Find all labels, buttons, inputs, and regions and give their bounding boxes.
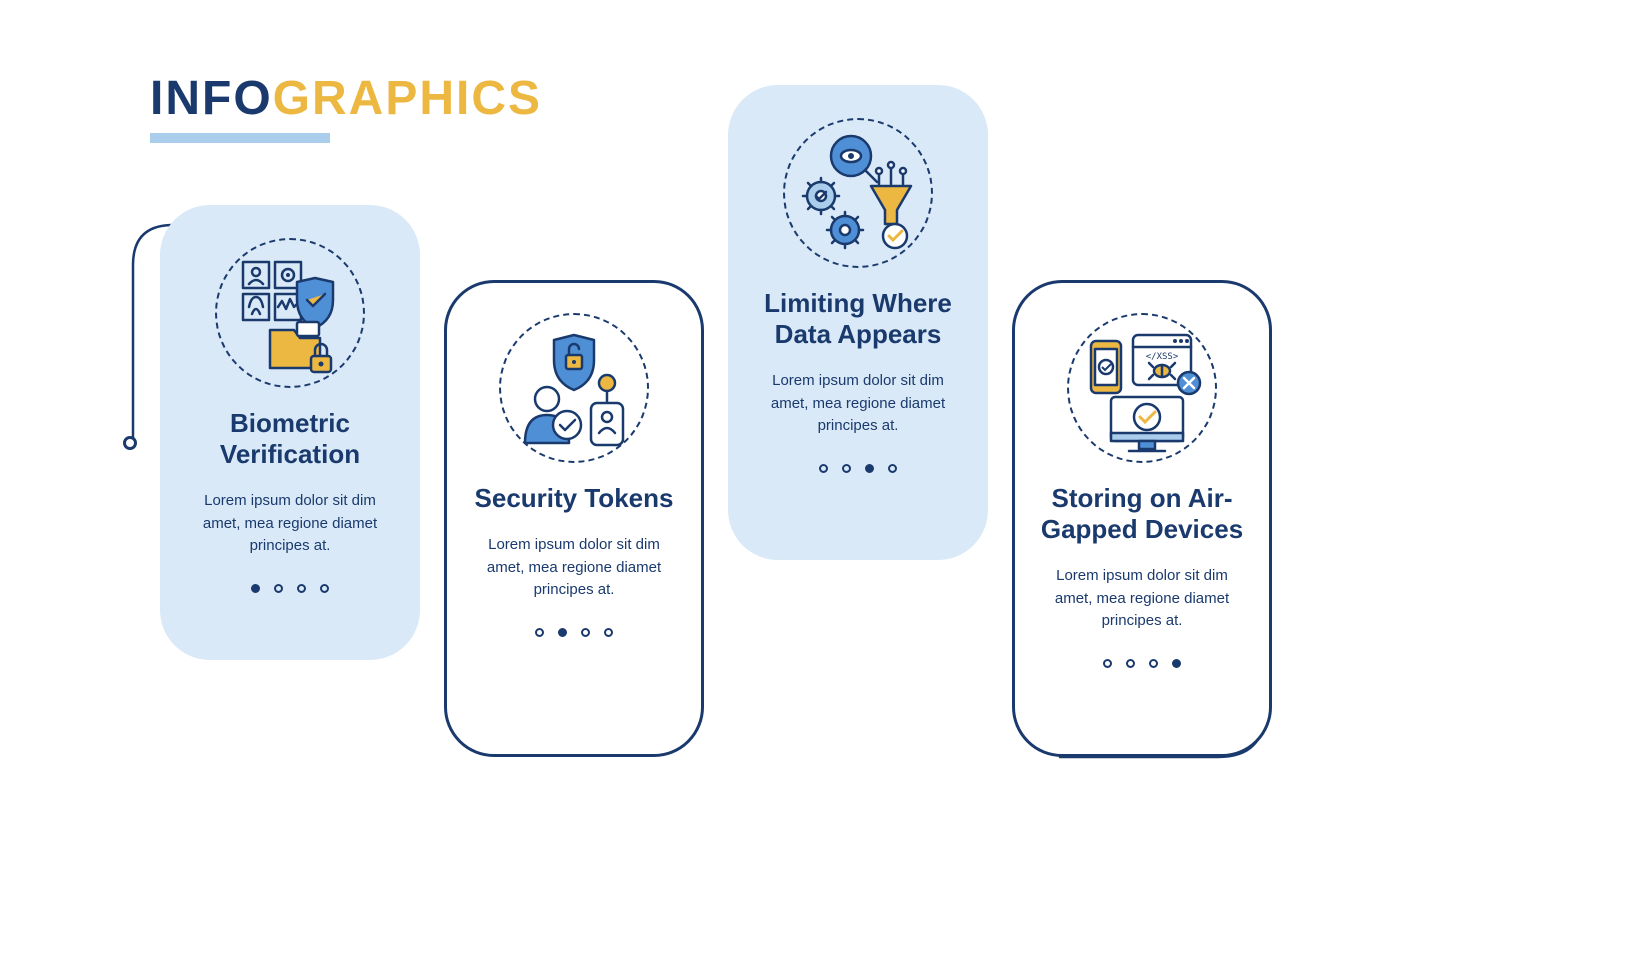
dot-2	[842, 464, 851, 473]
dot-3	[581, 628, 590, 637]
dot-4	[888, 464, 897, 473]
dot-4	[604, 628, 613, 637]
card-air-gapped: </XSS> Storing on Air-Gapped Devices Lor…	[1012, 280, 1272, 757]
card-security-tokens: Security Tokens Lorem ipsum dolor sit di…	[444, 280, 704, 757]
dot-1	[1103, 659, 1112, 668]
card-limiting-data: Limiting Where Data Appears Lorem ipsum …	[728, 85, 988, 560]
card-dots	[753, 464, 963, 473]
card-title: Biometric Verification	[185, 408, 395, 470]
dot-4	[1172, 659, 1181, 668]
dot-2	[558, 628, 567, 637]
biometric-icon	[215, 238, 365, 388]
dot-1	[535, 628, 544, 637]
card-biometric: Biometric Verification Lorem ipsum dolor…	[160, 205, 420, 660]
dot-2	[274, 584, 283, 593]
dot-4	[320, 584, 329, 593]
dot-2	[1126, 659, 1135, 668]
card-title: Storing on Air-Gapped Devices	[1037, 483, 1247, 545]
dot-3	[1149, 659, 1158, 668]
card-title: Limiting Where Data Appears	[753, 288, 963, 350]
dot-3	[865, 464, 874, 473]
cards-row: Biometric Verification Lorem ipsum dolor…	[130, 60, 1300, 780]
card-body: Lorem ipsum dolor sit dim amet, mea regi…	[753, 370, 963, 438]
dot-1	[819, 464, 828, 473]
card-dots	[185, 584, 395, 593]
card-dots	[1037, 659, 1247, 668]
card-body: Lorem ipsum dolor sit dim amet, mea regi…	[1037, 565, 1247, 633]
dot-3	[297, 584, 306, 593]
dot-1	[251, 584, 260, 593]
card-dots	[469, 628, 679, 637]
card-body: Lorem ipsum dolor sit dim amet, mea regi…	[185, 490, 395, 558]
card-title: Security Tokens	[469, 483, 679, 514]
tokens-icon	[499, 313, 649, 463]
card-body: Lorem ipsum dolor sit dim amet, mea regi…	[469, 534, 679, 602]
airgap-icon: </XSS>	[1067, 313, 1217, 463]
limiting-icon	[783, 118, 933, 268]
